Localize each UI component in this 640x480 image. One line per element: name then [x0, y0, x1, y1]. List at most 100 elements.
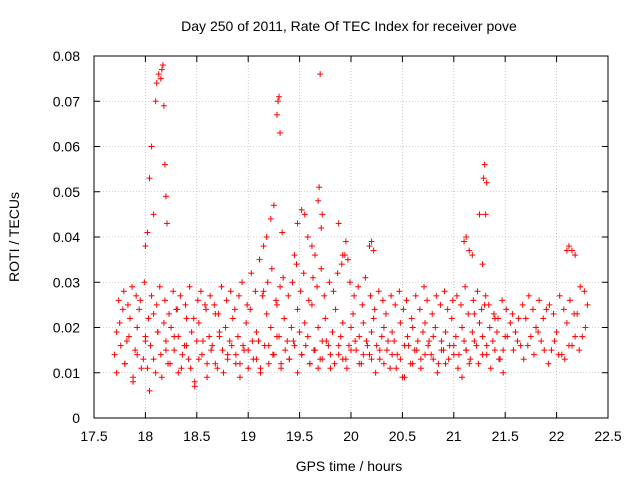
data-point	[259, 292, 266, 299]
data-point	[142, 338, 149, 345]
data-point	[325, 342, 332, 349]
data-point	[372, 369, 379, 376]
data-point	[291, 252, 298, 259]
data-point	[339, 319, 346, 326]
data-point	[204, 360, 211, 367]
data-point	[175, 369, 182, 376]
data-point	[124, 301, 131, 308]
data-point	[405, 342, 412, 349]
data-point	[510, 347, 517, 354]
data-point	[265, 360, 272, 367]
data-point	[280, 274, 287, 281]
y-tick-label: 0.05	[53, 184, 80, 200]
data-point	[527, 333, 534, 340]
data-point	[430, 356, 437, 363]
y-axis: 0 0.01 0.02 0.03 0.04 0.05 0.06 0.07 0.08	[53, 48, 608, 426]
data-point	[235, 292, 242, 299]
data-point	[288, 324, 295, 331]
data-point	[276, 93, 283, 100]
data-point	[232, 351, 239, 358]
data-point	[331, 360, 338, 367]
data-point	[195, 356, 202, 363]
data-point	[490, 310, 497, 317]
data-point	[148, 292, 155, 299]
y-tick-label: 0.01	[53, 365, 80, 381]
data-point	[197, 288, 204, 295]
data-point	[515, 315, 522, 322]
data-point	[305, 297, 312, 304]
data-point	[152, 369, 159, 376]
data-point	[469, 329, 476, 336]
data-point	[566, 297, 573, 304]
data-point	[319, 356, 326, 363]
data-point	[471, 338, 478, 345]
data-point	[223, 297, 230, 304]
data-point	[448, 315, 455, 322]
data-point	[368, 238, 375, 245]
data-point	[393, 365, 400, 372]
data-point	[563, 319, 570, 326]
data-point	[444, 306, 451, 313]
data-point	[376, 347, 383, 354]
data-point	[190, 315, 197, 322]
data-point	[397, 319, 404, 326]
data-point	[263, 234, 270, 240]
data-point	[541, 347, 548, 354]
data-point	[463, 234, 470, 240]
data-point	[462, 283, 469, 290]
data-point	[298, 351, 305, 358]
data-point	[198, 351, 205, 358]
data-point	[194, 297, 201, 304]
data-point	[121, 360, 128, 367]
data-point	[500, 347, 507, 354]
x-tick-label: 22	[549, 428, 565, 444]
data-point	[489, 338, 496, 345]
data-point	[150, 211, 157, 218]
data-point	[482, 292, 489, 299]
data-point	[367, 292, 374, 299]
data-point	[273, 111, 280, 118]
data-point	[157, 75, 164, 82]
data-point	[123, 338, 130, 345]
data-point	[525, 292, 532, 299]
data-point	[536, 297, 543, 304]
data-point	[495, 315, 502, 322]
data-point	[538, 338, 545, 345]
data-point	[267, 215, 274, 222]
data-point	[572, 333, 579, 340]
data-point	[545, 360, 552, 367]
x-axis: 17.5 18 18.5 19 19.5 20 20.5 21 21.5 22 22.5	[80, 56, 622, 444]
data-point	[478, 306, 485, 313]
data-point	[318, 265, 325, 272]
data-point	[257, 369, 264, 376]
data-point	[546, 301, 553, 308]
data-point	[218, 283, 225, 290]
data-point	[136, 306, 143, 313]
data-point	[231, 306, 238, 313]
data-point	[222, 324, 229, 331]
data-point	[296, 329, 303, 336]
data-point	[499, 297, 506, 304]
data-point	[132, 347, 139, 354]
data-point	[232, 360, 239, 367]
data-point	[517, 342, 524, 349]
data-point	[185, 356, 192, 363]
data-point	[413, 347, 420, 354]
data-point	[286, 356, 293, 363]
y-tick-label: 0.02	[53, 320, 80, 336]
data-point	[373, 342, 380, 349]
y-tick-label: 0.07	[53, 93, 80, 109]
y-tick-label: 0.03	[53, 274, 80, 290]
data-point	[563, 247, 570, 254]
x-tick-label: 17.5	[80, 428, 107, 444]
data-point	[388, 292, 395, 299]
data-points	[111, 62, 591, 394]
data-point	[178, 365, 185, 372]
x-tick-label: 18	[138, 428, 154, 444]
data-point	[356, 360, 363, 367]
data-point	[428, 351, 435, 358]
data-point	[126, 315, 133, 322]
data-point	[206, 333, 213, 340]
data-point	[234, 333, 241, 340]
data-point	[281, 315, 288, 322]
